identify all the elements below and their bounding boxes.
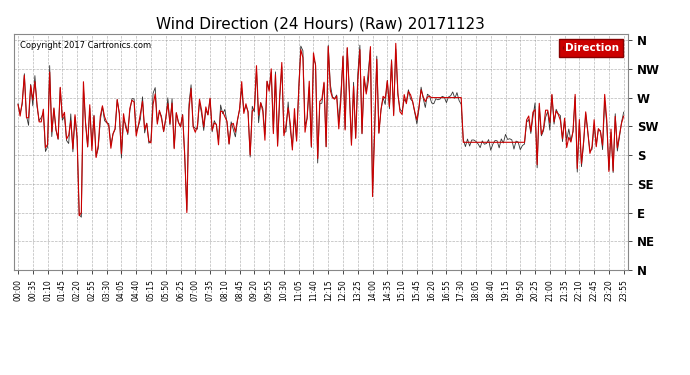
Text: Copyright 2017 Cartronics.com: Copyright 2017 Cartronics.com (20, 41, 151, 50)
Legend: Direction: Direction (560, 39, 622, 57)
Title: Wind Direction (24 Hours) (Raw) 20171123: Wind Direction (24 Hours) (Raw) 20171123 (157, 16, 485, 31)
